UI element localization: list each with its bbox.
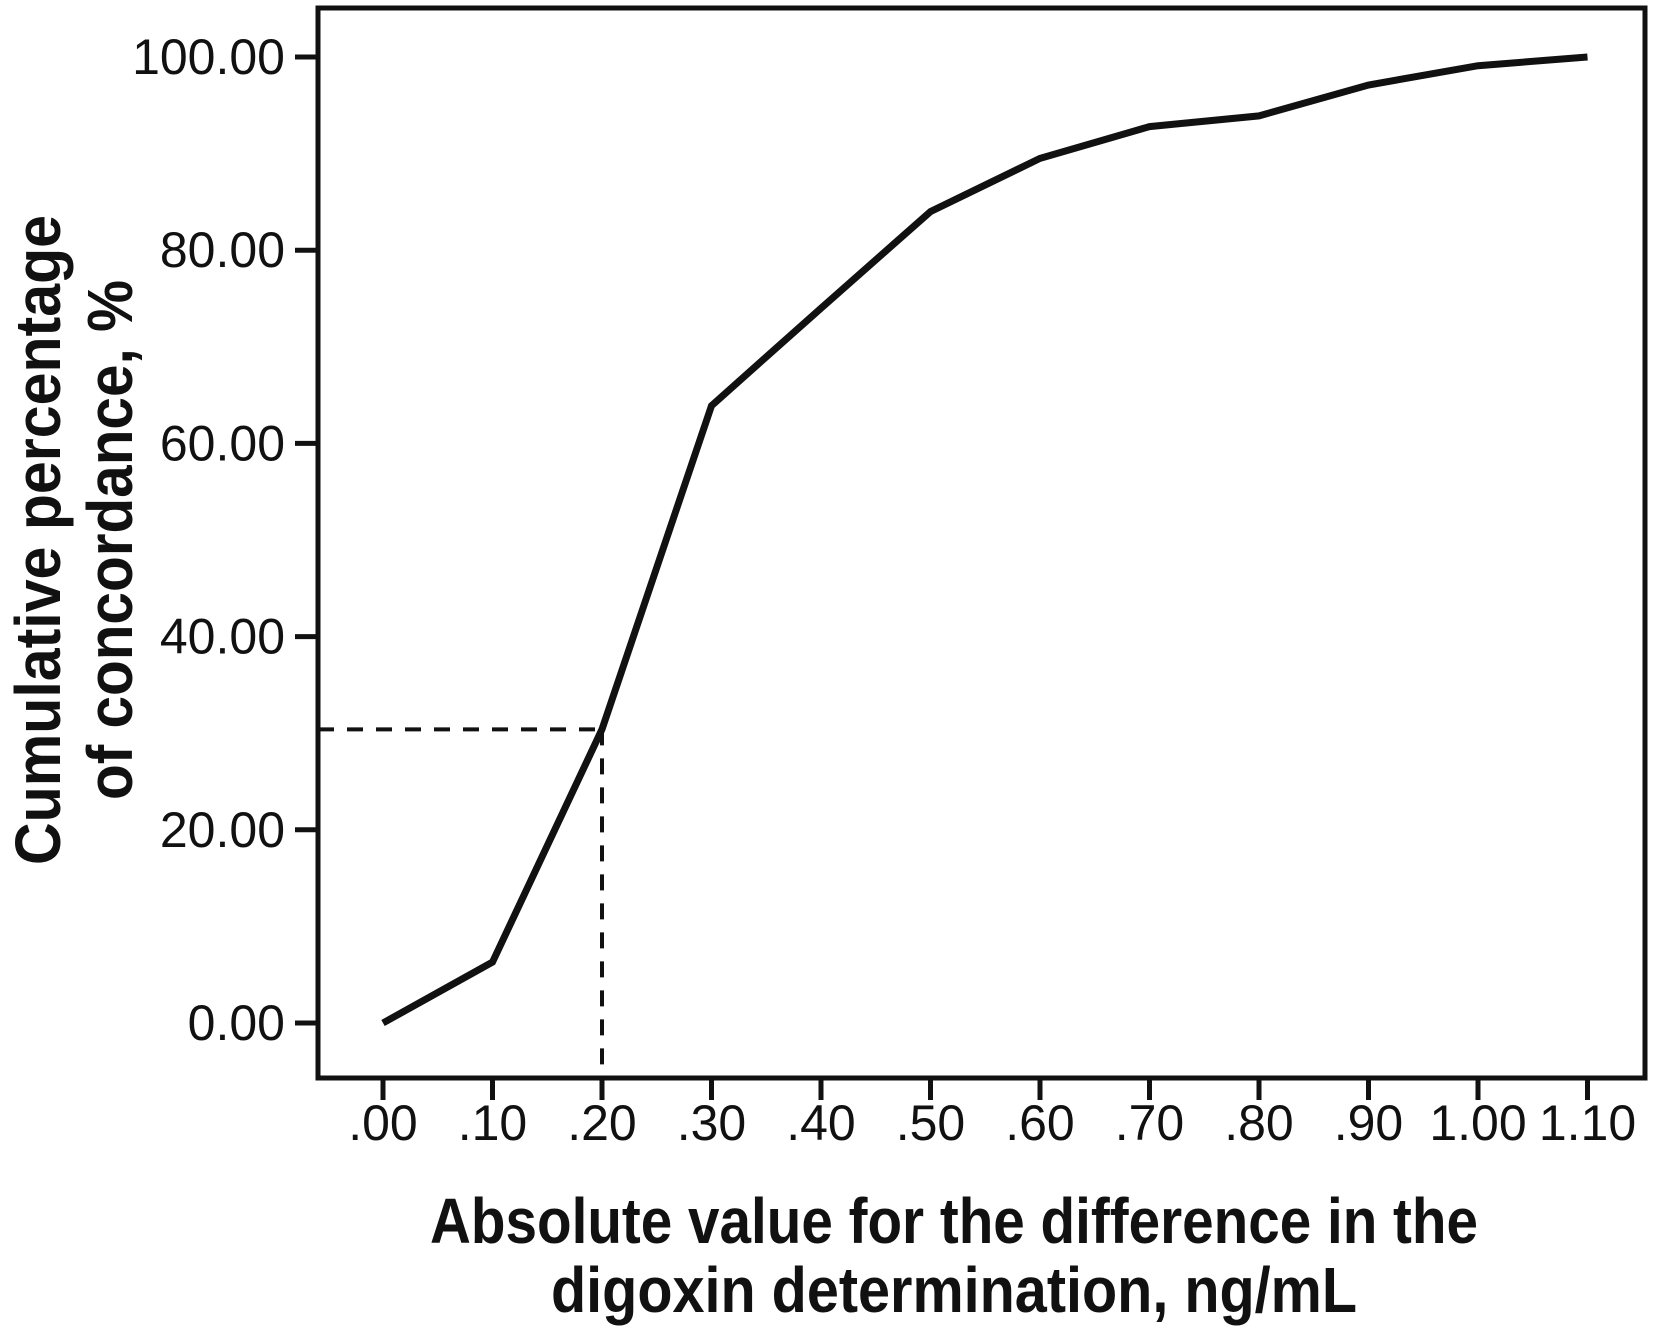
x-axis-title-line2: digoxin determination, ng/mL [551,1254,1357,1326]
y-axis-title-line2: of concordance, % [74,280,146,800]
plot-frame [315,5,1648,1081]
y-tick-label: 60.00 [160,415,285,471]
y-tick-label: 0.00 [188,995,285,1051]
x-tick-label: .70 [1115,1095,1185,1151]
x-tick-label: .00 [348,1095,418,1151]
x-tick-label: .10 [458,1095,528,1151]
x-axis-ticks: .00 .10 .20 .30 .40 .50 .60 .70 .80 .90 1.00 1.10 [348,1078,1636,1151]
y-tick-label: 40.00 [160,609,285,665]
y-tick-label: 80.00 [160,222,285,278]
x-tick-label: 1.00 [1429,1095,1526,1151]
x-tick-label: .90 [1334,1095,1404,1151]
y-axis-title-line1: Cumulative percentage [2,215,74,865]
x-tick-label: 1.10 [1539,1095,1636,1151]
concordance-curve [381,53,1588,1027]
x-tick-label: .80 [1224,1095,1294,1151]
x-tick-label: .20 [567,1095,637,1151]
reference-dashed-lines [318,727,604,1078]
x-tick-label: .50 [896,1095,966,1151]
x-tick-label: .30 [677,1095,747,1151]
y-tick-label: 100.00 [132,29,285,85]
x-tick-label: .40 [786,1095,856,1151]
y-tick-label: 20.00 [160,802,285,858]
x-axis-title-line1: Absolute value for the difference in the [430,1185,1478,1257]
y-axis-ticks: 0.00 20.00 40.00 60.00 80.00 100.00 [132,29,318,1051]
x-tick-label: .60 [1005,1095,1075,1151]
